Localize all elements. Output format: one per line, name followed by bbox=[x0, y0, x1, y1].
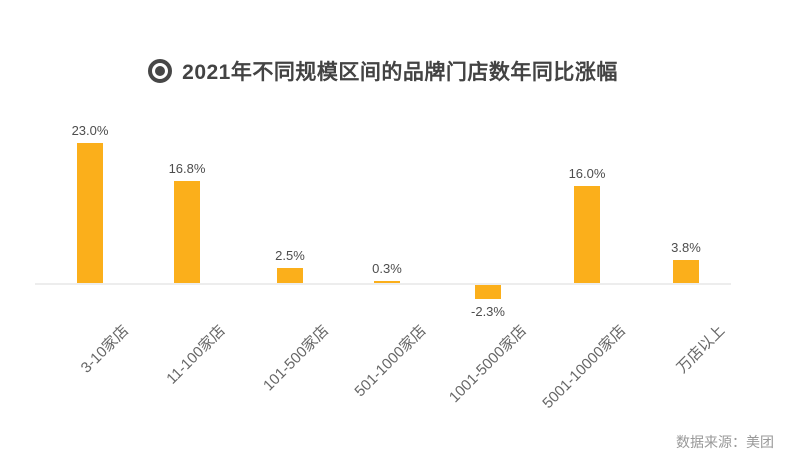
x-axis-label: 11-100家店 bbox=[163, 322, 230, 388]
x-axis-label: 101-500家店 bbox=[259, 322, 333, 395]
bar bbox=[77, 143, 103, 283]
x-axis-label: 1001-5000家店 bbox=[446, 322, 531, 407]
x-axis-line bbox=[35, 283, 731, 285]
bar bbox=[475, 285, 501, 299]
x-axis-label: 3-10家店 bbox=[77, 322, 133, 377]
bar-value-label: 23.0% bbox=[71, 123, 109, 138]
chart-title: 2021年不同规模区间的品牌门店数年同比涨幅 bbox=[182, 61, 618, 84]
x-axis-label: 万店以上 bbox=[673, 322, 729, 377]
bar-value-label: -2.3% bbox=[471, 304, 505, 319]
bar bbox=[374, 281, 400, 283]
bar-value-label: 2.5% bbox=[275, 248, 305, 263]
data-source: 数据来源：美团 bbox=[676, 434, 774, 450]
bar bbox=[574, 186, 600, 283]
chart-title-row: 2021年不同规模区间的品牌门店数年同比涨幅 bbox=[0, 56, 782, 86]
bullseye-icon-dot bbox=[155, 66, 166, 76]
bar bbox=[277, 268, 303, 283]
bullseye-icon bbox=[148, 59, 173, 83]
bar-value-label: 16.0% bbox=[568, 166, 606, 181]
bar-value-label: 0.3% bbox=[372, 261, 402, 276]
x-axis-label: 501-1000家店 bbox=[351, 322, 430, 401]
bar bbox=[174, 181, 200, 283]
bar bbox=[673, 260, 699, 283]
x-axis-label: 5001-10000家店 bbox=[539, 322, 630, 412]
bar-value-label: 3.8% bbox=[671, 240, 701, 255]
bar-value-label: 16.8% bbox=[168, 161, 206, 176]
